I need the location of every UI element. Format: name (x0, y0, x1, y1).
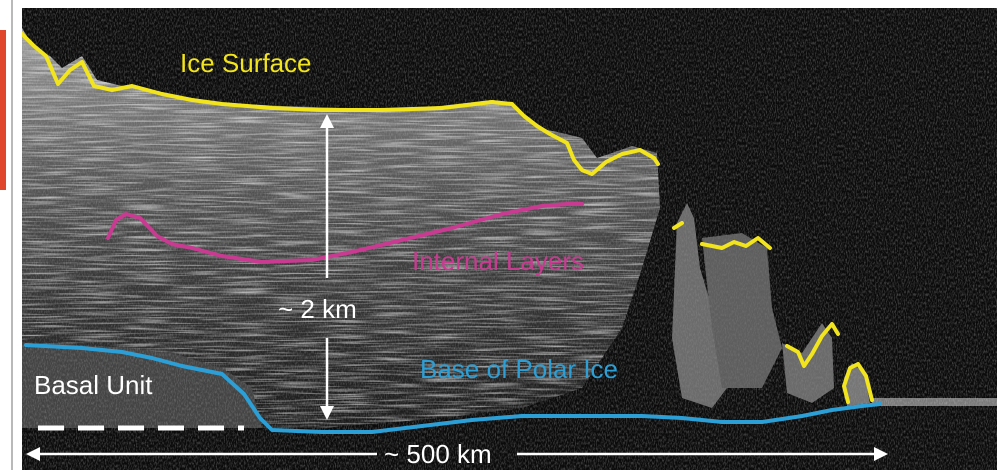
basal-unit-region (22, 343, 262, 428)
thickness-arrow (320, 114, 334, 420)
distance-label: ~ 500 km (384, 439, 492, 469)
ice-surface-label: Ice Surface (180, 48, 312, 78)
internal-layers-trace (106, 202, 584, 264)
internal-layers-label: Internal Layers (412, 246, 584, 276)
ice-surface-trace (22, 32, 874, 404)
page-accent-tab (0, 30, 6, 190)
radargram-image: Ice Surface Internal Layers Base of Pola… (22, 8, 997, 470)
thickness-label: ~ 2 km (278, 294, 357, 324)
page-margin-rule (11, 0, 13, 470)
base-of-polar-ice-trace (24, 343, 882, 434)
base-of-polar-ice-label: Base of Polar Ice (420, 354, 618, 384)
distance-arrow (26, 447, 888, 461)
right-terrain (672, 203, 997, 408)
basal-unit-label: Basal Unit (34, 370, 153, 400)
